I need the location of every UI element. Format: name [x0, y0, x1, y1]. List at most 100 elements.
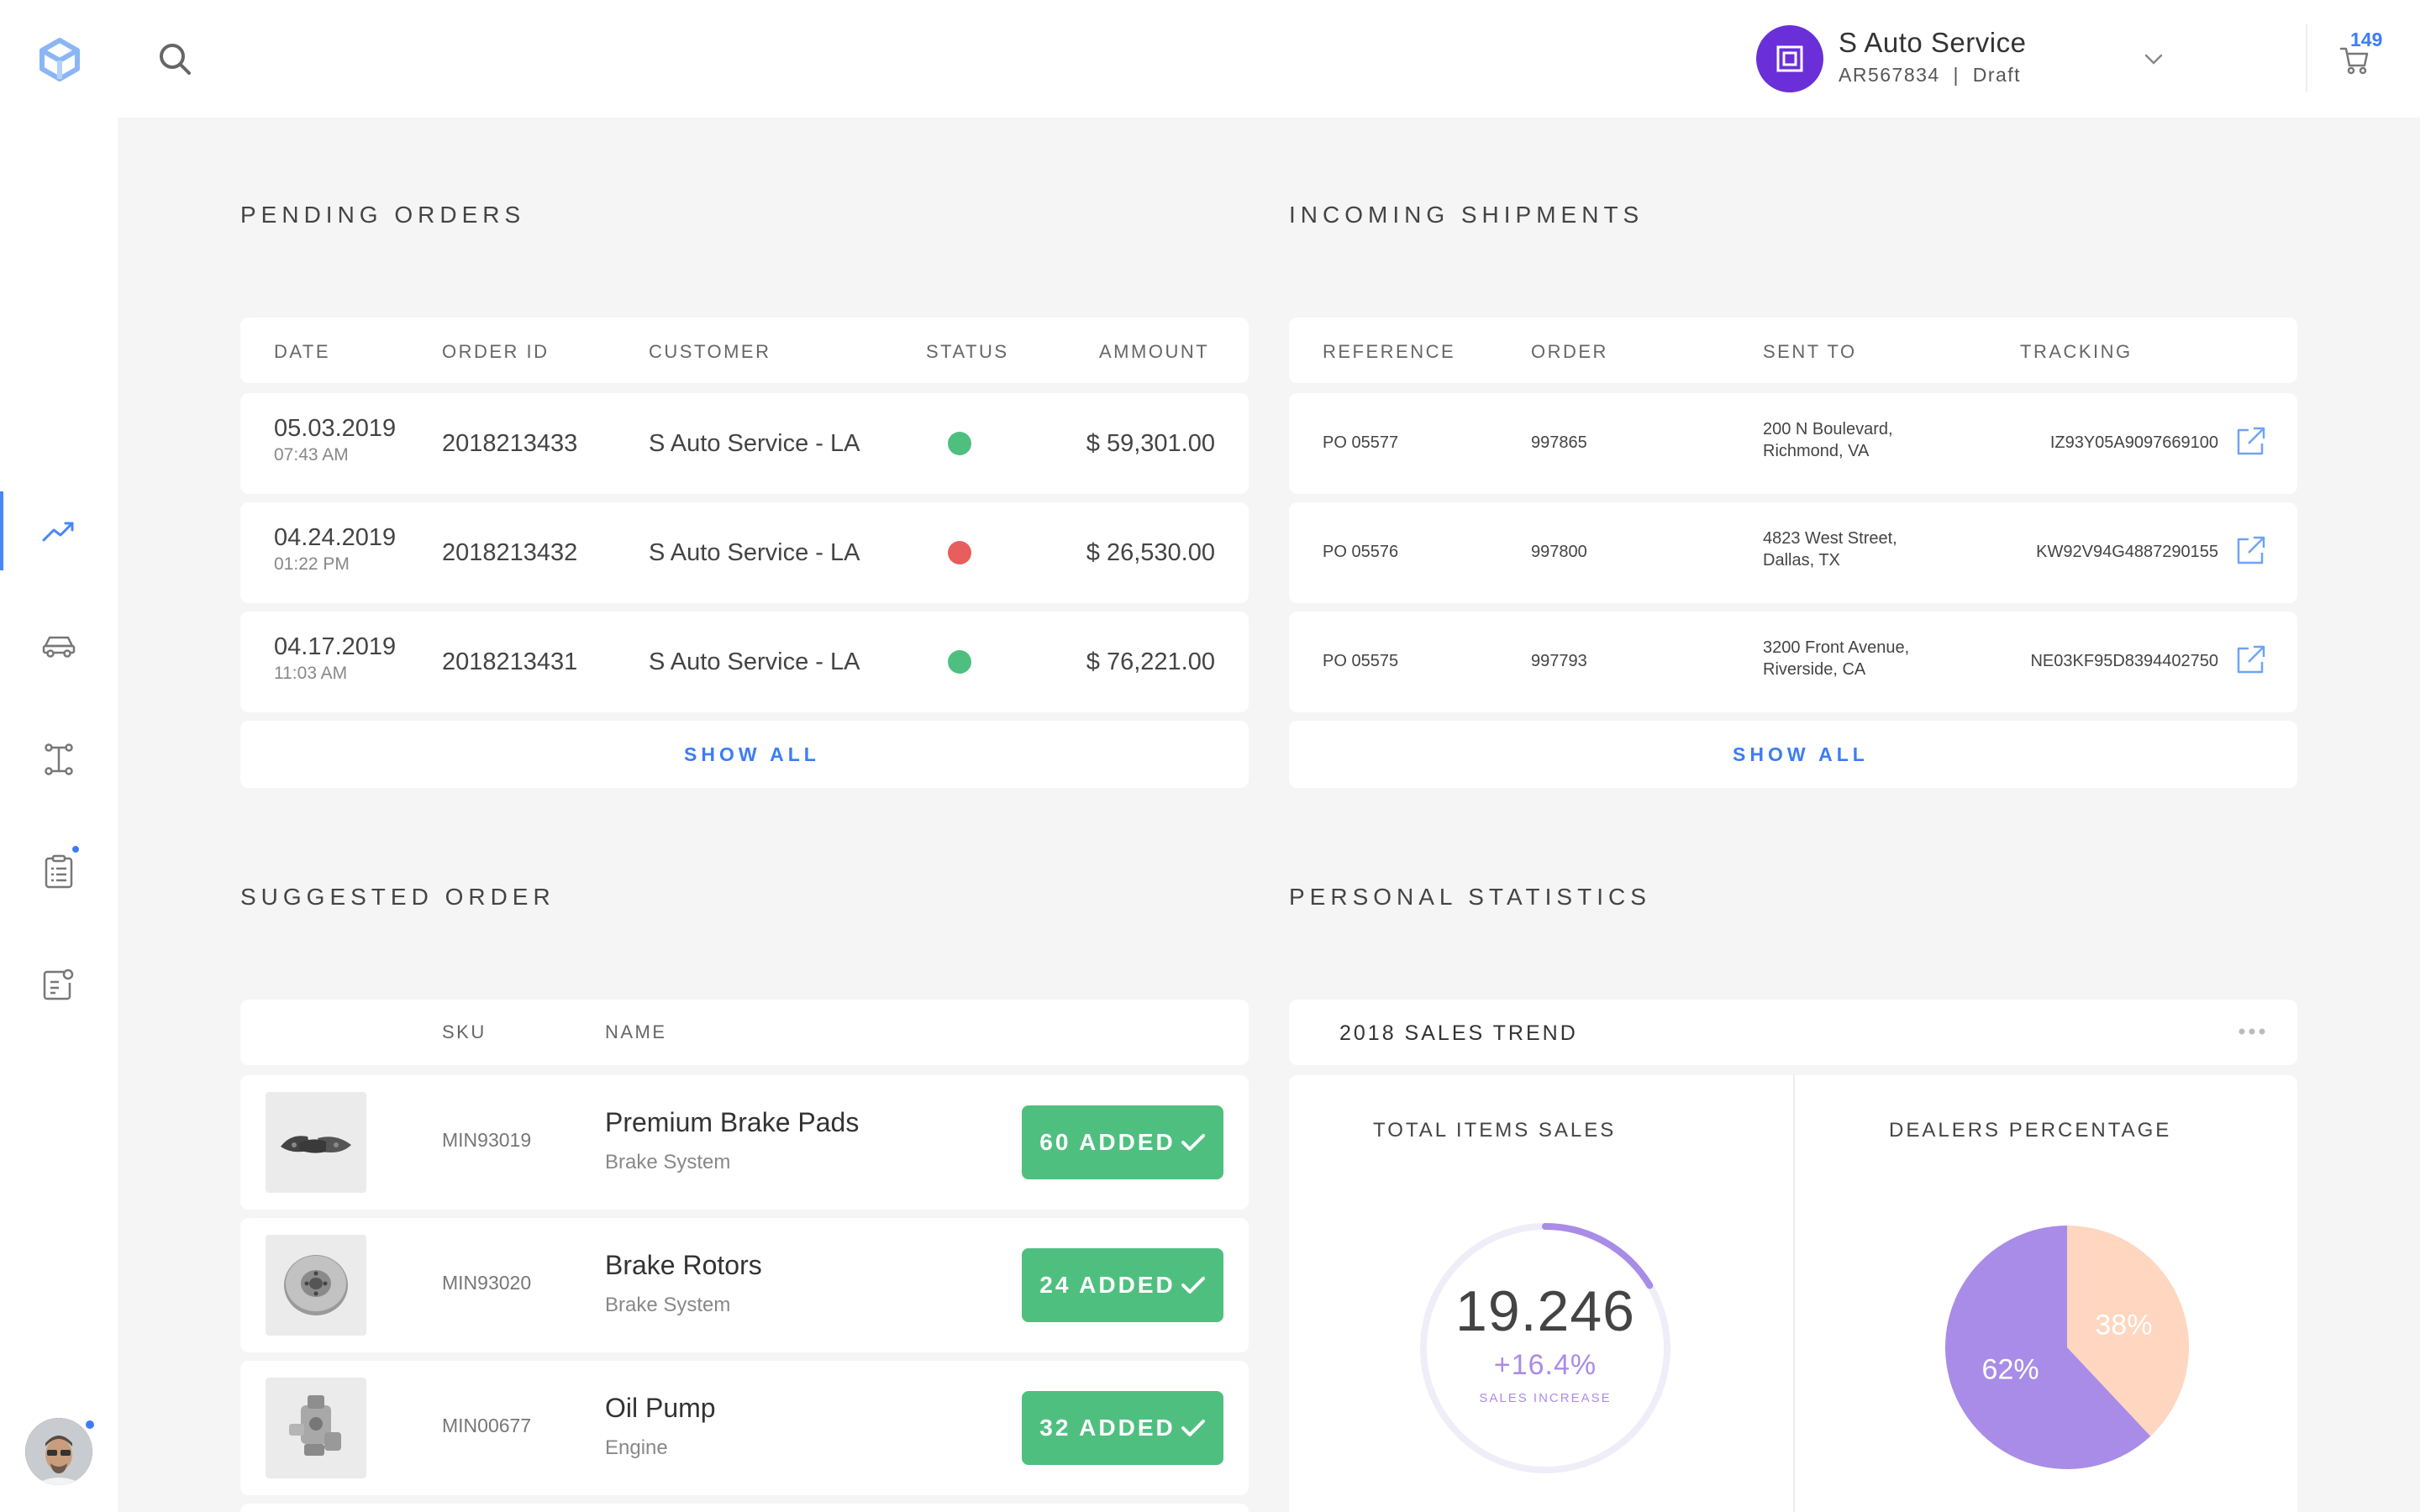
parts-icon [45, 743, 73, 775]
table-row[interactable]: 04.17.2019 11:03 AM 2018213431 S Auto Se… [240, 612, 1249, 712]
shipment-address-line2: Riverside, CA [1763, 660, 1866, 679]
pie-slice [2067, 1226, 2189, 1436]
sales-change-label: SALES INCREASE [1479, 1391, 1612, 1405]
external-link-icon[interactable] [2233, 425, 2267, 459]
brake-rotor-icon [266, 1235, 366, 1336]
column-header: REFERENCE [1323, 341, 1456, 362]
sales-trend-header: 2018 SALES TREND [1289, 1000, 2297, 1065]
shipment-order: 997793 [1531, 652, 1587, 670]
added-label: 32 ADDED [1039, 1415, 1176, 1441]
check-icon [1181, 1277, 1205, 1294]
car-icon [42, 636, 76, 658]
order-time: 11:03 AM [274, 664, 348, 683]
total-items-label: TOTAL ITEMS SALES [1373, 1119, 1617, 1142]
list-item: MIN00677 Oil Pump Engine 32 ADDED [240, 1361, 1249, 1495]
product-name: Brake Rotors [605, 1250, 762, 1280]
avatar[interactable] [25, 1418, 92, 1485]
suggested-header: SKU NAME [240, 1000, 1249, 1065]
external-link-icon[interactable] [2233, 643, 2267, 677]
account-name: S Auto Service [1839, 27, 2027, 58]
table-row[interactable]: PO 05575 997793 3200 Front Avenue, River… [1289, 612, 2297, 712]
pie-slice-label: 38% [2095, 1309, 2152, 1341]
column-header: AMMOUNT [1099, 341, 1210, 362]
status-indicator [948, 541, 971, 564]
pie-slice-label: 62% [1982, 1354, 2039, 1386]
added-quantity-button[interactable]: 32 ADDED [1022, 1391, 1223, 1465]
order-customer: S Auto Service - LA [649, 539, 860, 566]
more-options-icon[interactable] [2235, 1023, 2269, 1040]
check-icon [1181, 1420, 1205, 1436]
product-category: Brake System [605, 1294, 731, 1316]
shipment-address-line1: 200 N Boulevard, [1763, 420, 1893, 438]
table-row[interactable]: PO 05577 997865 200 N Boulevard, Richmon… [1289, 393, 2297, 494]
pie-slice [1945, 1226, 2151, 1469]
app-logo-icon[interactable] [37, 37, 82, 82]
shipment-reference: PO 05576 [1323, 543, 1399, 561]
added-quantity-button[interactable]: 24 ADDED [1022, 1248, 1223, 1322]
order-time: 07:43 AM [274, 445, 349, 465]
cart-icon[interactable] [2339, 42, 2370, 76]
order-date: 04.17.2019 [274, 633, 397, 660]
product-name: Oil Pump [605, 1393, 716, 1423]
added-label: 24 ADDED [1039, 1272, 1176, 1298]
order-time: 01:22 PM [274, 554, 350, 574]
tracking-number: KW92V94G4887290155 [2036, 543, 2218, 561]
added-quantity-button[interactable]: 60 ADDED [1022, 1105, 1223, 1179]
sidebar-item-vehicles[interactable] [0, 606, 118, 685]
stats-divider [1793, 1075, 1795, 1512]
product-category: Engine [605, 1436, 668, 1459]
column-header: TRACKING [2020, 341, 2133, 362]
sidebar-item-profile[interactable] [0, 945, 118, 1024]
tracking-number: NE03KF95D8394402750 [2030, 652, 2218, 670]
show-all-shipments-button[interactable]: SHOW ALL [1289, 721, 2297, 788]
avatar-status-dot [84, 1419, 96, 1431]
total-items-value: 19.246 [1455, 1279, 1635, 1343]
status-indicator [948, 650, 971, 674]
shipment-order: 997865 [1531, 433, 1587, 452]
order-id: 2018213433 [442, 430, 578, 457]
order-id: 2018213431 [442, 648, 578, 675]
shipment-reference: PO 05575 [1323, 652, 1399, 670]
list-item: MIN93020 Brake Rotors Brake System 24 AD… [240, 1218, 1249, 1352]
dealers-percentage-label: DEALERS PERCENTAGE [1889, 1119, 2172, 1142]
show-all-orders-button[interactable]: SHOW ALL [240, 721, 1249, 788]
column-header: ORDER [1531, 341, 1608, 362]
status-indicator [948, 432, 971, 455]
shipment-reference: PO 05577 [1323, 433, 1399, 452]
product-sku: MIN00677 [442, 1415, 532, 1436]
sidebar-item-orders[interactable] [0, 832, 118, 911]
checklist-icon [45, 854, 73, 889]
pending-orders-title: PENDING ORDERS [240, 202, 526, 228]
order-id: 2018213432 [442, 539, 578, 566]
column-header: DATE [274, 341, 331, 362]
table-row[interactable]: 04.24.2019 01:22 PM 2018213432 S Auto Se… [240, 502, 1249, 603]
personal-statistics-title: PERSONAL STATISTICS [1289, 884, 1651, 910]
external-link-icon[interactable] [2233, 534, 2267, 568]
product-sku: MIN93020 [442, 1272, 532, 1294]
table-row[interactable]: 05.03.2019 07:43 AM 2018213433 S Auto Se… [240, 393, 1249, 494]
order-date: 04.24.2019 [274, 524, 397, 551]
account-subtitle: AR567834 | Draft [1839, 64, 2022, 86]
column-header: SKU [442, 1021, 487, 1042]
search-icon[interactable] [156, 40, 193, 77]
show-all-label: SHOW ALL [684, 743, 820, 765]
sales-progress-ring [1420, 1223, 1670, 1473]
notification-dot [71, 844, 81, 854]
shipment-address-line2: Richmond, VA [1763, 442, 1870, 460]
account-logo-icon [1756, 25, 1823, 92]
chevron-down-icon[interactable] [2141, 47, 2166, 72]
cart-count-badge: 149 [2350, 29, 2383, 50]
table-row[interactable]: PO 05576 997800 4823 West Street, Dallas… [1289, 502, 2297, 603]
account-switcher[interactable]: S Auto Service AR567834 | Draft [1756, 24, 2260, 94]
sidebar-item-dashboard[interactable] [0, 491, 118, 570]
column-header: CUSTOMER [649, 341, 771, 362]
incoming-shipments-title: INCOMING SHIPMENTS [1289, 202, 1644, 228]
sidebar-item-parts[interactable] [0, 720, 118, 799]
added-label: 60 ADDED [1039, 1129, 1176, 1155]
order-customer: S Auto Service - LA [649, 648, 860, 675]
tracking-number: IZ93Y05A9097669100 [2049, 433, 2218, 452]
column-header: STATUS [926, 341, 1009, 362]
progress-arc [1542, 1223, 1654, 1289]
shipment-order: 997800 [1531, 543, 1587, 561]
oil-pump-icon [266, 1378, 366, 1478]
